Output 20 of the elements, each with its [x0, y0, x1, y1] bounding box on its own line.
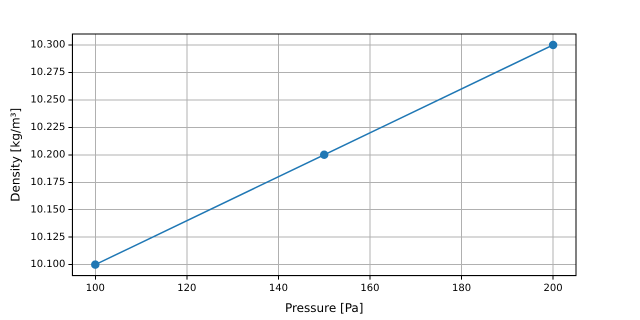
y-tick-label: 10.225 — [30, 122, 66, 133]
y-tick-label: 10.125 — [30, 232, 66, 243]
x-tick-label: 140 — [268, 283, 288, 294]
x-axis-title: Pressure [Pa] — [284, 300, 364, 315]
x-tick-label: 200 — [544, 283, 563, 294]
y-tick-label: 10.150 — [30, 204, 66, 216]
point — [548, 40, 558, 50]
y-tick-label: 10.250 — [30, 94, 66, 106]
y-tick-label: 10.100 — [30, 259, 66, 270]
point — [320, 150, 328, 160]
y-tick-label: 10.175 — [30, 176, 66, 188]
y-tick-label: 10.275 — [30, 67, 66, 78]
point — [91, 260, 100, 269]
y-axis-title: Density [kg/m³] — [8, 108, 22, 202]
y-tick-label: 10.300 — [30, 40, 66, 51]
x-tick-label: 160 — [360, 283, 380, 294]
x-tick-label: 120 — [177, 283, 196, 294]
x-tick-label: 180 — [452, 283, 472, 294]
y-tick-label: 10.200 — [30, 149, 66, 160]
x-tick-label: 100 — [86, 283, 105, 294]
